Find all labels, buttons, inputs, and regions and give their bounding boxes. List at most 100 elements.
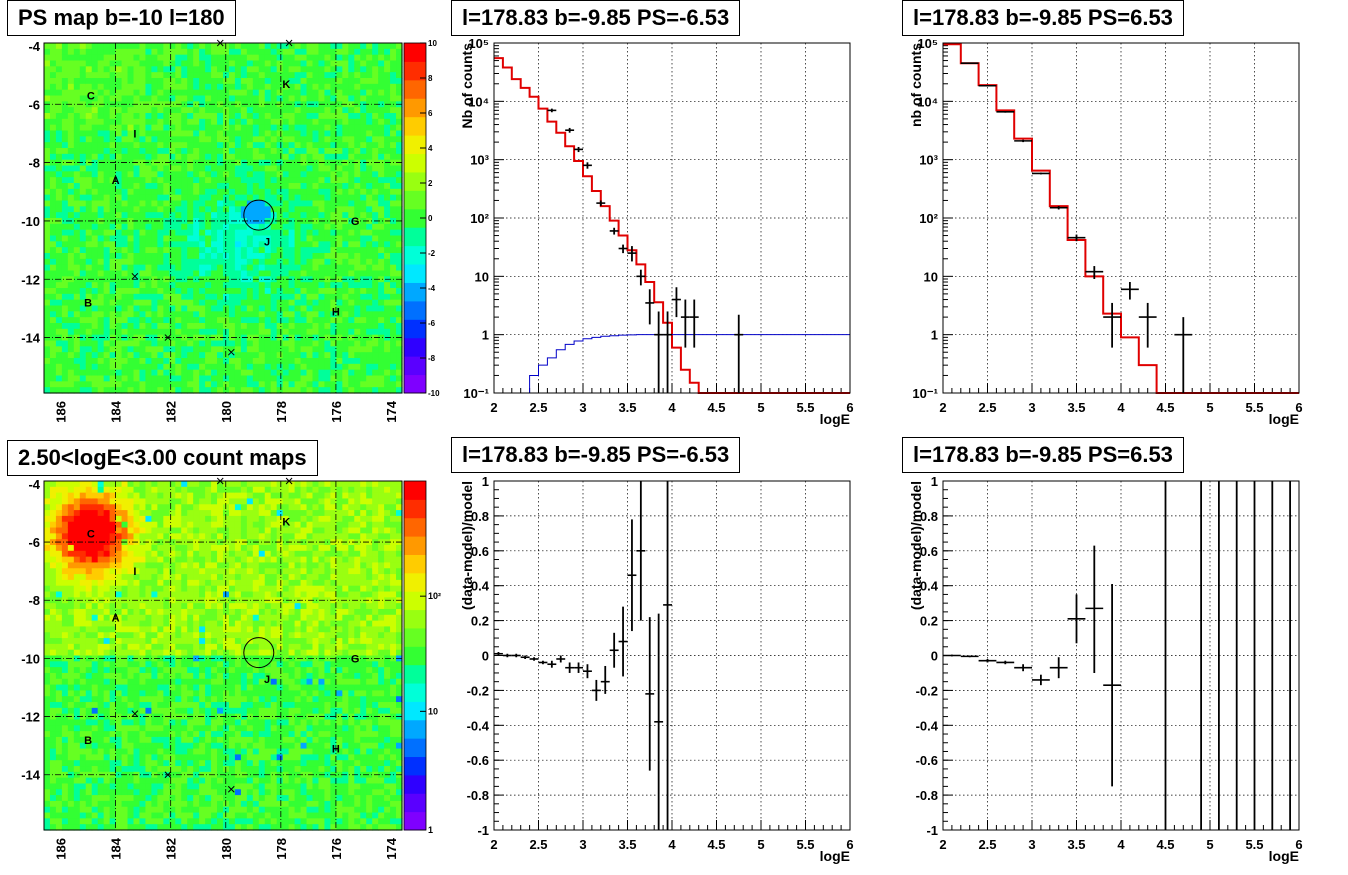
map-pixel [55,352,63,359]
map-pixel [97,171,105,178]
map-pixel [384,113,391,120]
map-pixel [234,352,242,359]
map-pixel [127,574,135,581]
map-pixel [121,328,129,336]
map-pixel [205,299,212,307]
map-pixel [109,661,117,668]
map-pixel [109,305,117,312]
map-pixel [169,614,176,622]
map-pixel [157,334,164,342]
map-pixel [306,328,314,336]
map-pixel [169,241,176,248]
map-pixel [85,789,93,796]
map-pixel [67,177,75,184]
map-pixel [205,375,212,382]
map-pixel [324,54,331,62]
map-pixel [55,43,63,50]
map-pixel [234,311,242,318]
map-pixel [396,264,403,272]
map-pixel [258,323,266,330]
map-pixel [372,212,379,219]
map-pixel [133,515,141,523]
map-pixel [85,568,93,575]
map-pixel [348,48,355,56]
map-pixel [240,288,248,295]
map-pixel [91,603,99,610]
map-pixel [300,340,308,347]
map-pixel [354,89,361,97]
map-pixel [103,678,111,686]
map-pixel [324,258,331,266]
map-pixel [252,188,260,196]
map-pixel [354,258,361,266]
map-pixel [85,206,93,213]
map-pixel [49,177,57,184]
map-pixel [282,153,290,161]
map-pixel [276,95,284,102]
map-pixel [97,235,105,242]
map-pixel [121,667,129,674]
map-pixel [294,83,302,91]
map-pixel [258,165,266,172]
map-pixel [234,241,242,248]
map-pixel [49,124,57,132]
map-pixel [103,293,111,301]
map-pixel [187,305,194,312]
map-pixel [348,258,355,266]
map-pixel [181,165,188,172]
map-pixel [44,346,51,353]
map-pixel [55,574,63,581]
map-pixel [145,812,152,819]
map-pixel [258,89,266,97]
map-pixel [145,742,152,750]
map-pixel [55,527,63,534]
map-pixel [276,223,284,231]
map-pixel [324,299,331,307]
map-pixel [205,381,212,388]
map-pixel [318,241,326,248]
map-pixel [79,299,87,307]
map-pixel [217,136,224,143]
map-pixel [360,153,367,161]
map-pixel [240,253,248,260]
map-pixel [151,510,158,517]
map-pixel [228,43,236,50]
map-pixel [115,742,123,750]
map-pixel [109,777,117,785]
map-pixel [390,48,397,56]
map-pixel [175,113,182,120]
map-pixel [264,153,272,161]
ps-pixel-grid [44,43,403,394]
map-pixel [139,60,147,67]
map-pixel [360,54,367,62]
map-pixel [103,113,111,120]
map-pixel [49,136,57,143]
map-pixel [121,48,129,56]
map-pixel [44,696,51,703]
map-pixel [318,381,326,388]
map-pixel [169,118,176,126]
map-pixel [396,253,403,260]
map-pixel [193,317,200,324]
map-pixel [240,48,248,56]
map-pixel [205,229,212,237]
map-pixel [306,305,314,312]
map-pixel [44,486,51,494]
map-pixel [360,235,367,242]
map-pixel [169,43,176,50]
map-pixel [163,515,170,523]
map-pixel [348,194,355,202]
map-pixel [79,235,87,242]
map-pixel [318,369,326,377]
map-pixel [49,655,57,662]
map-pixel [396,177,403,184]
map-pixel [276,171,284,178]
map-pixel [354,188,361,196]
map-pixel [145,369,152,377]
map-pixel [49,591,57,598]
map-pixel [211,78,218,85]
map-pixel [282,381,290,388]
map-pixel [270,118,278,126]
map-pixel [324,124,331,132]
map-pixel [390,89,397,97]
